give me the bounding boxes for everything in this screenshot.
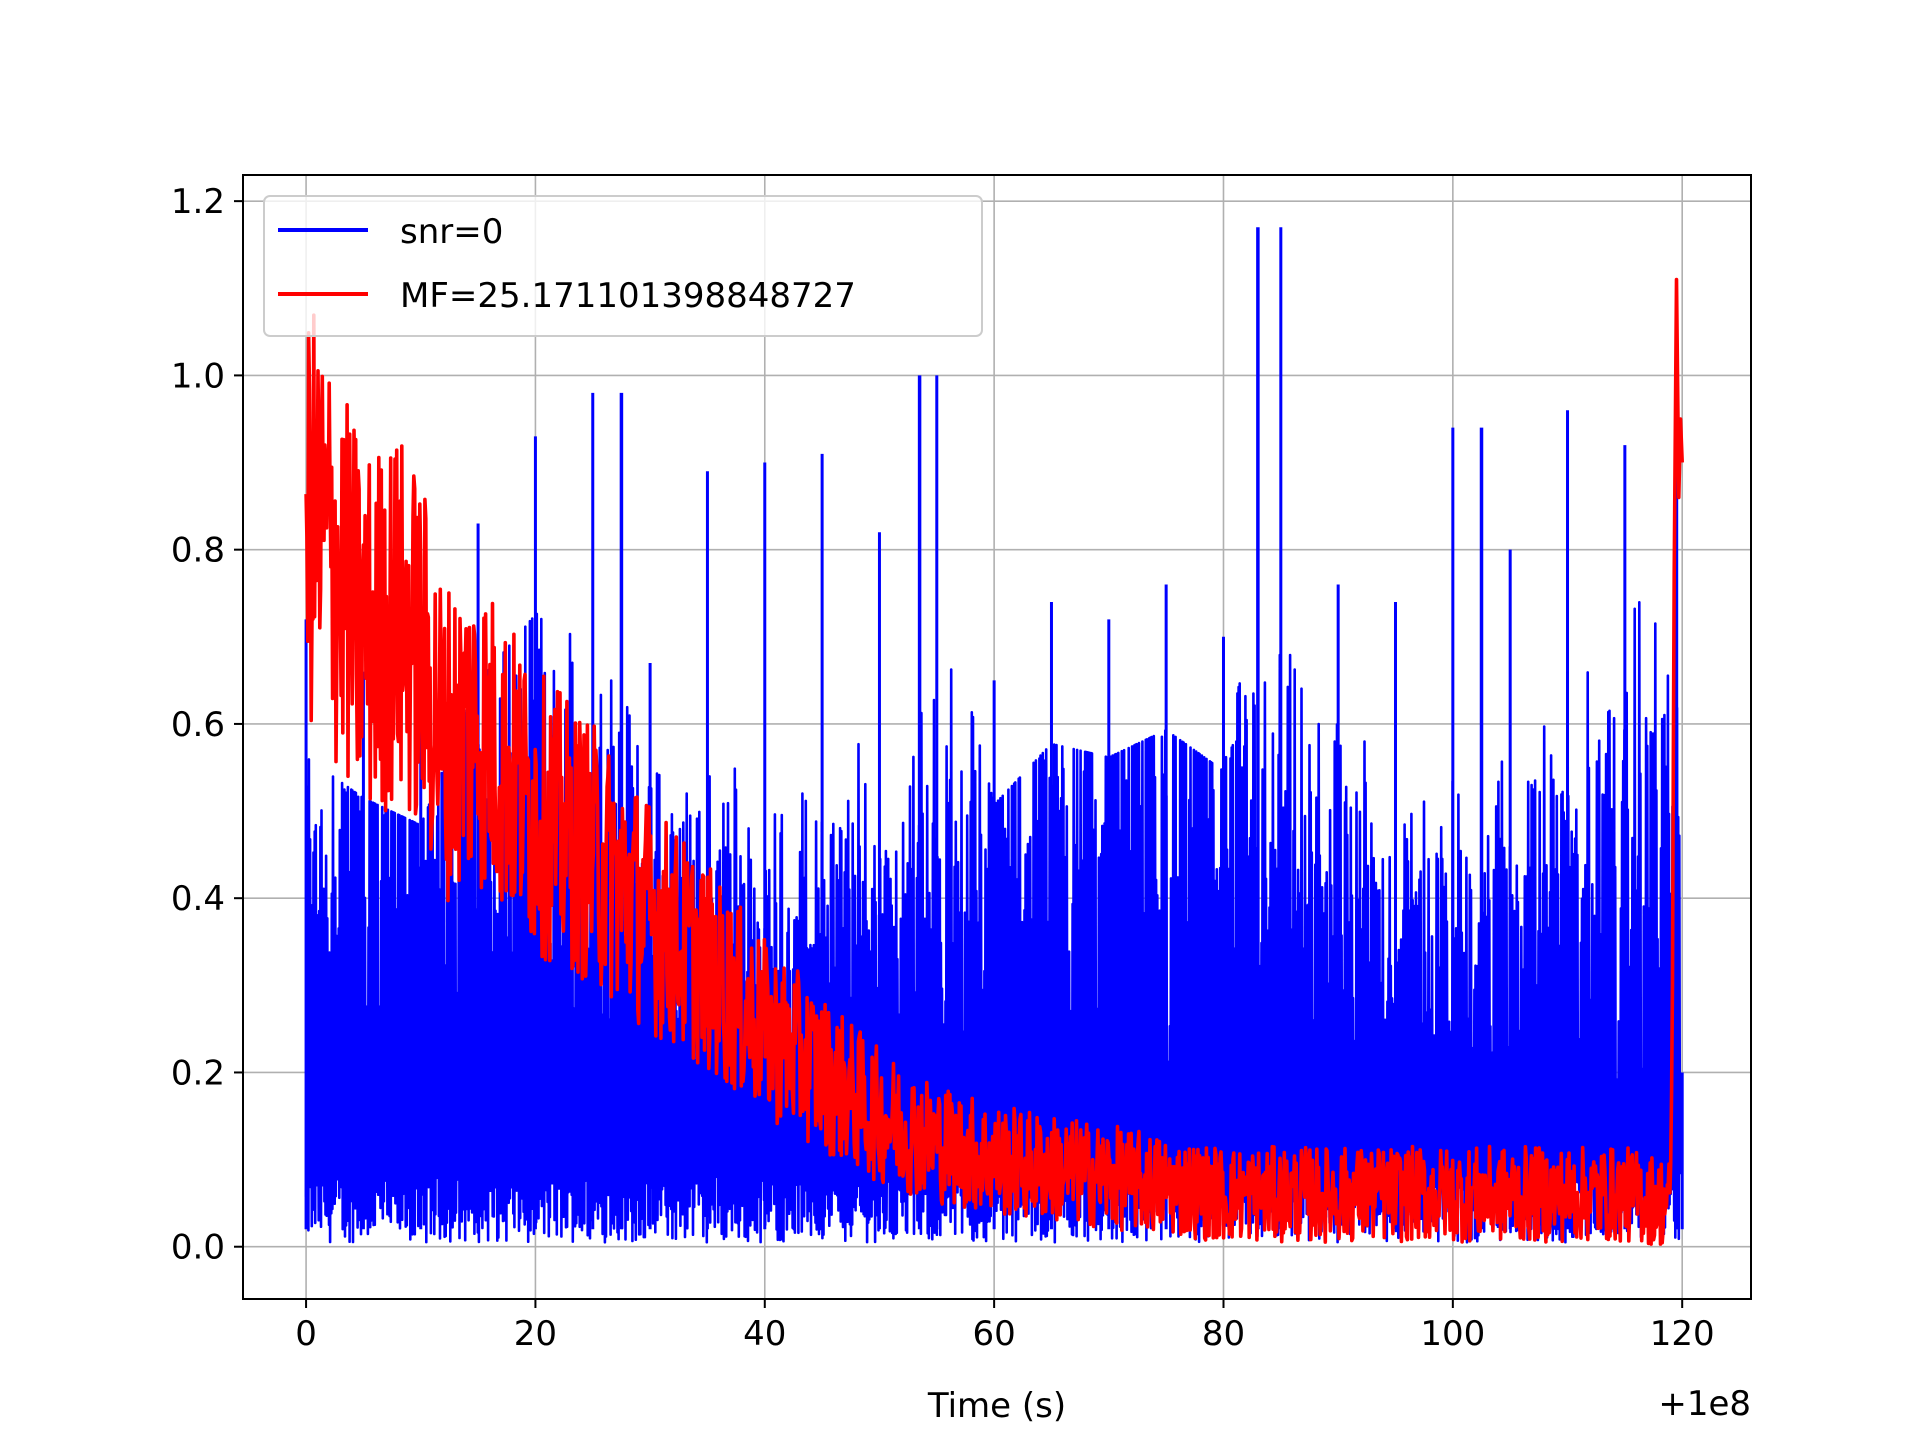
x-tick-label: 40 — [743, 1314, 786, 1354]
legend-box — [263, 195, 983, 337]
x-tick-label: 100 — [1420, 1314, 1485, 1354]
x-tick-label: 0 — [295, 1314, 317, 1354]
legend: snr=0 MF=25.171101398848727 — [263, 195, 983, 337]
x-tick-label: 120 — [1650, 1314, 1715, 1354]
series-mf — [304, 277, 1684, 1246]
legend-label-snr: snr=0 — [400, 212, 503, 252]
y-tick-label: 1.0 — [171, 356, 225, 396]
y-tick-label: 0.6 — [171, 705, 225, 745]
legend-label-mf: MF=25.171101398848727 — [400, 276, 856, 316]
y-tick-label: 0.4 — [171, 879, 225, 919]
y-tick-label: 0.8 — [171, 531, 225, 571]
x-tick-label: 60 — [973, 1314, 1016, 1354]
x-tick-label: 20 — [514, 1314, 557, 1354]
series-line-mf — [304, 277, 1684, 1246]
x-tick-label: 80 — [1202, 1314, 1245, 1354]
x-offset-label: +1e8 — [1658, 1384, 1751, 1424]
ticks: 0 20 40 60 80 100 120 0.0 0.2 0.4 0.6 0.8 1.0 1.2 — [171, 182, 1715, 1354]
y-tick-label: 0.2 — [171, 1053, 225, 1093]
y-tick-label: 1.2 — [171, 182, 225, 222]
x-axis-label: Time (s) — [927, 1386, 1066, 1426]
y-tick-label: 0.0 — [171, 1228, 225, 1268]
plot-frame — [242, 174, 1752, 1300]
